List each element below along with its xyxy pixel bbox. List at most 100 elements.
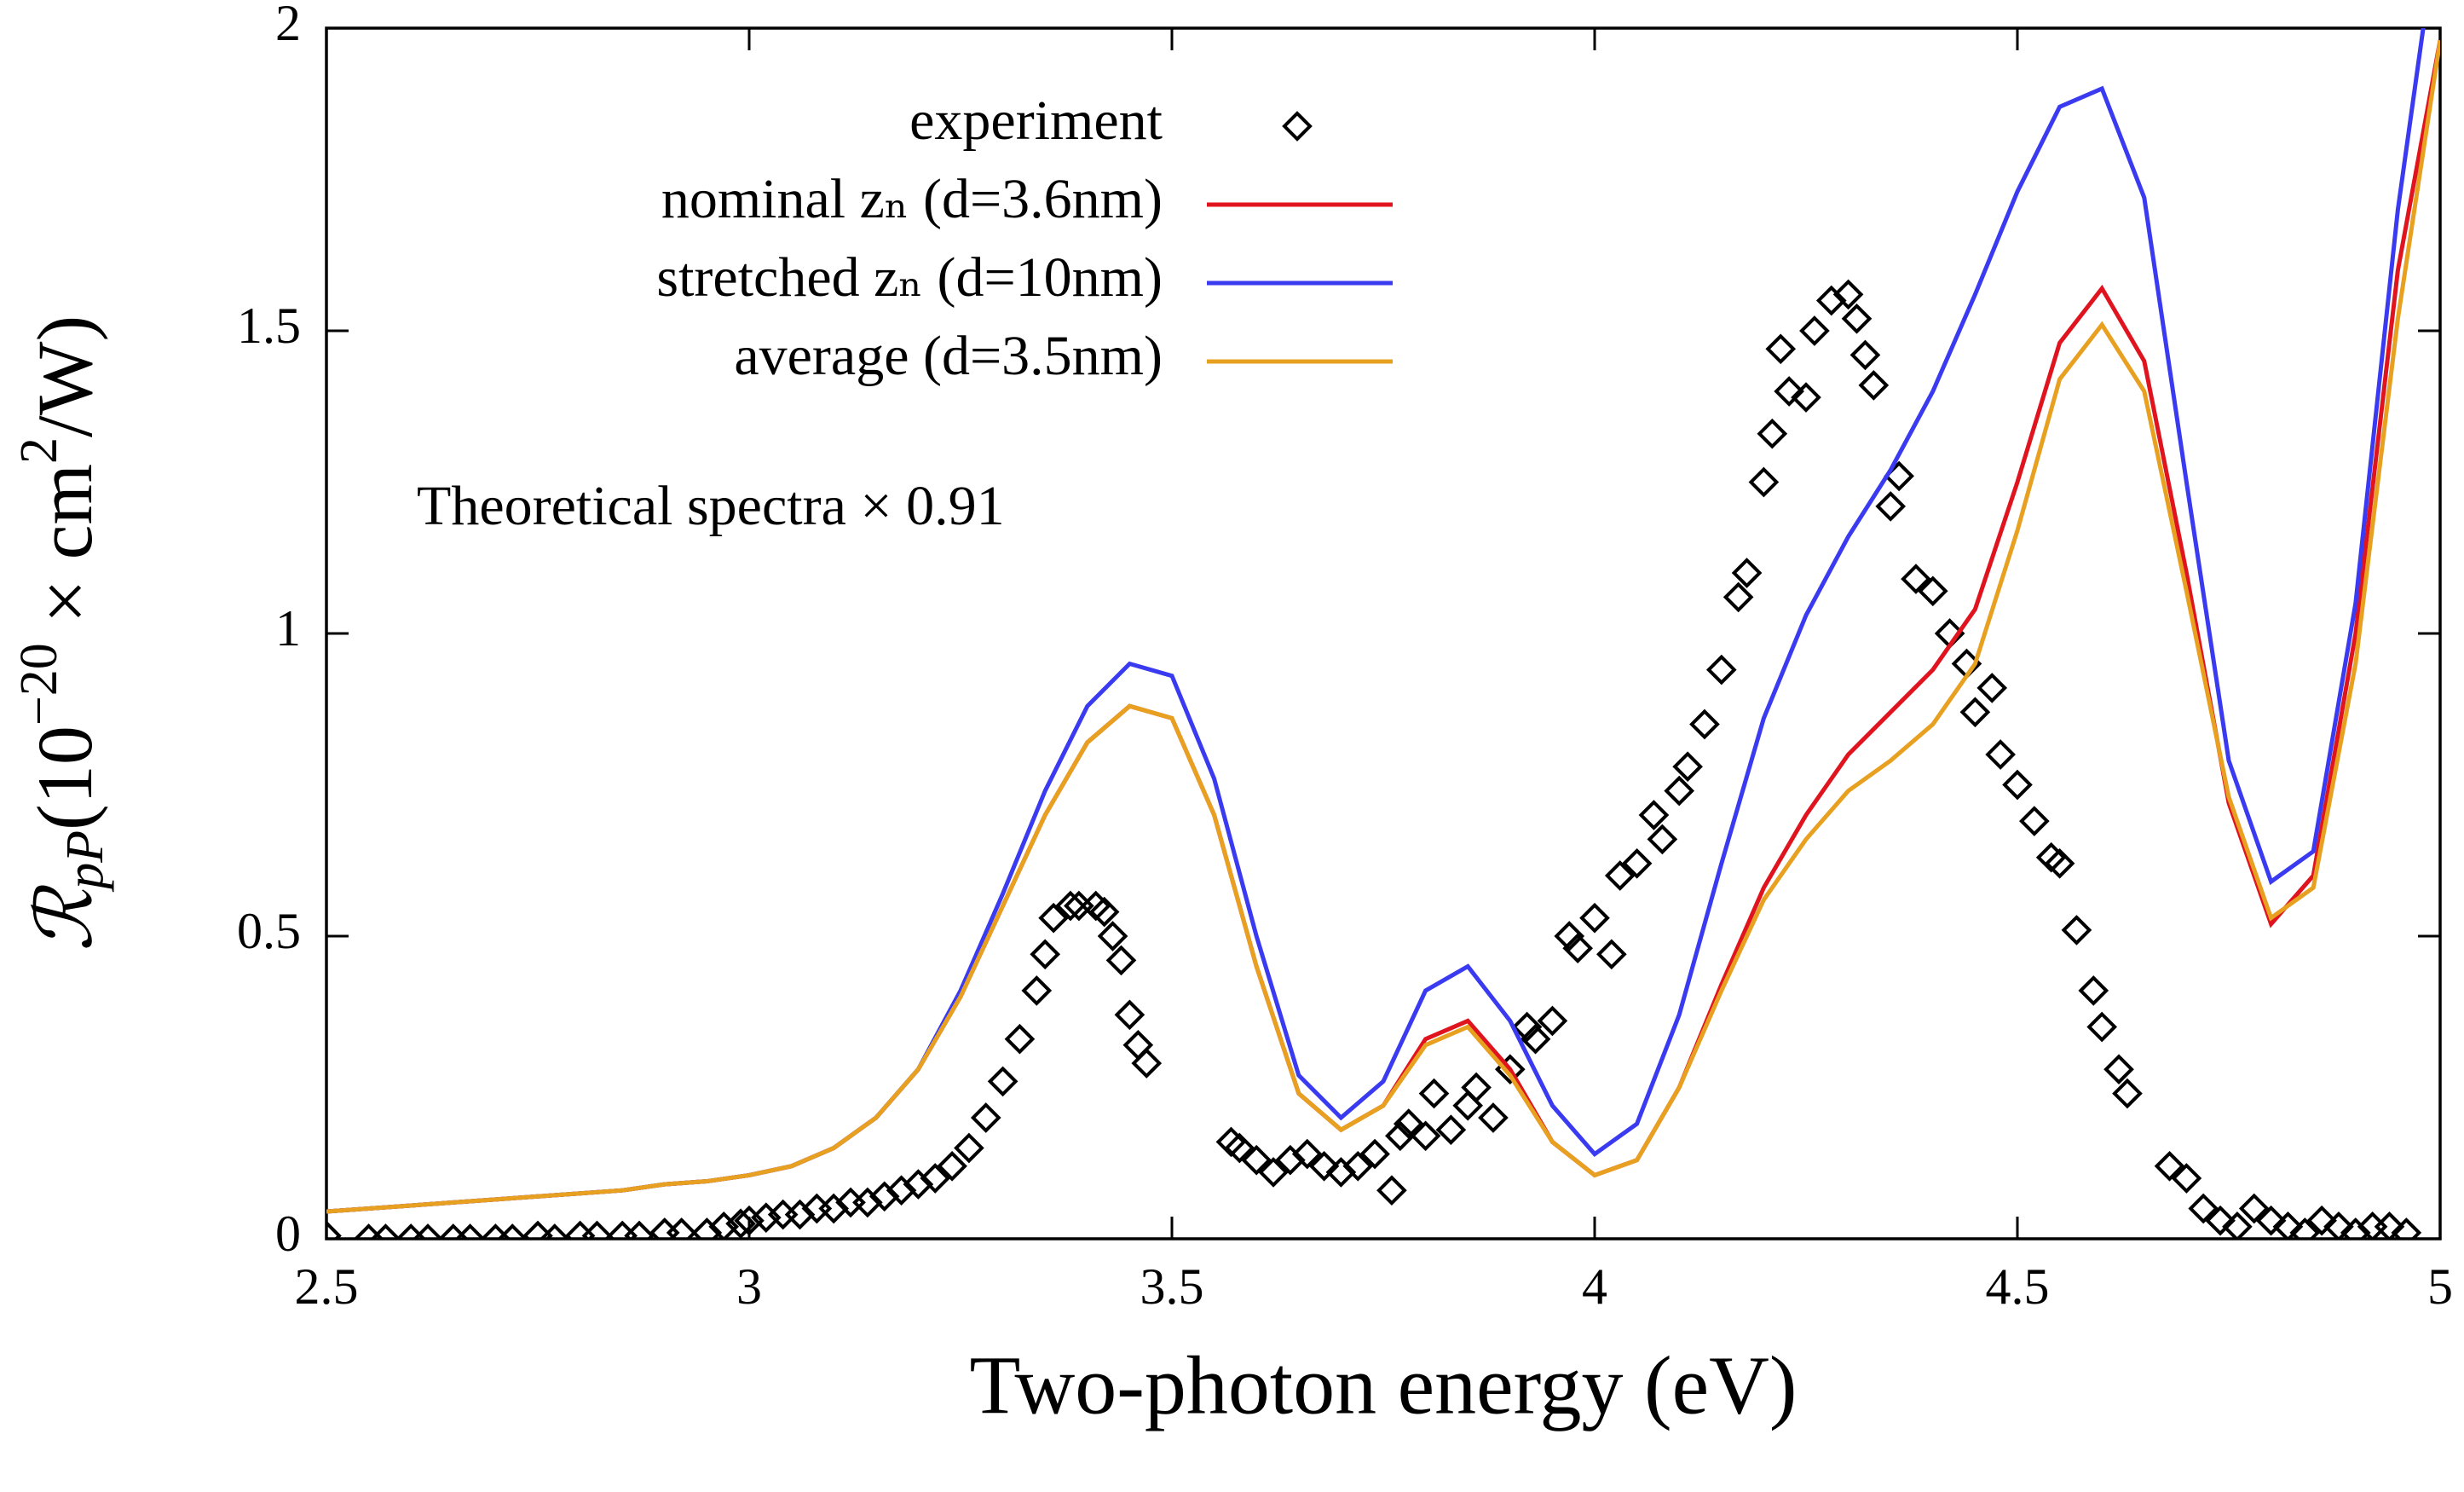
data-point	[1461, 1072, 1492, 1103]
data-point	[1122, 1029, 1154, 1061]
data-point	[1105, 945, 1137, 976]
y-tick-label: 0	[275, 1206, 301, 1262]
data-point	[937, 1150, 967, 1182]
data-point	[1452, 1090, 1484, 1121]
y-label-part: −20	[10, 643, 68, 726]
data-point	[868, 1181, 900, 1212]
data-point	[2391, 1217, 2422, 1239]
x-tick-label: 4	[1582, 1258, 1607, 1315]
y-tick-label: 2	[275, 0, 301, 51]
data-line	[326, 39, 2440, 1214]
y-tick-label: 1	[275, 600, 301, 656]
data-point	[1731, 558, 1763, 588]
data-point	[1815, 285, 1847, 316]
data-point	[2103, 1054, 2134, 1085]
plot-area	[326, 28, 2440, 1239]
x-tick-label: 3	[736, 1258, 762, 1315]
data-point	[1959, 697, 1991, 728]
data-point	[370, 1223, 401, 1239]
data-point	[751, 1202, 782, 1233]
data-point	[1435, 1114, 1467, 1146]
y-label-part: /W)	[21, 315, 108, 437]
y-label-part: ℛ	[21, 884, 108, 951]
data-point	[649, 1217, 680, 1239]
data-point	[2374, 1211, 2405, 1239]
data-point	[413, 1223, 443, 1239]
data-point	[1385, 1120, 1416, 1152]
data-point	[1647, 824, 1678, 855]
data-point	[1689, 708, 1720, 740]
data-point	[1901, 564, 1931, 594]
data-point	[1841, 303, 1873, 334]
data-point	[1917, 575, 1948, 607]
data-point	[2306, 1205, 2337, 1236]
data-point	[2061, 915, 2092, 946]
data-point	[903, 1169, 934, 1200]
data-point	[1224, 1132, 1255, 1164]
data-line	[326, 39, 2440, 1214]
data-point	[852, 1187, 883, 1218]
data-point	[1418, 1078, 1450, 1109]
data-point	[734, 1205, 765, 1236]
data-point	[564, 1220, 596, 1239]
data-point	[1064, 890, 1094, 922]
legend-label: experiment	[909, 90, 1163, 152]
data-point	[1088, 896, 1120, 928]
data-point	[2205, 1205, 2236, 1236]
data-line	[326, 28, 2426, 1214]
data-point	[2154, 1150, 2185, 1182]
data-point	[1291, 1138, 1323, 1170]
data-point	[1004, 1023, 1036, 1055]
plot-frame	[325, 26, 2442, 1240]
x-tick-label: 4.5	[1986, 1258, 2050, 1315]
data-point	[454, 1223, 486, 1239]
data-point	[2044, 847, 2075, 879]
data-point	[1376, 1175, 1407, 1206]
data-point	[624, 1220, 655, 1239]
data-point	[2289, 1217, 2321, 1239]
data-point	[708, 1211, 740, 1239]
data-point	[1562, 933, 1593, 964]
data-point	[540, 1223, 570, 1239]
data-point	[1985, 739, 2016, 770]
data-point	[2238, 1193, 2270, 1224]
data-point	[784, 1199, 816, 1230]
data-point	[2188, 1193, 2219, 1224]
data-point	[2272, 1211, 2304, 1239]
data-point	[1621, 847, 1653, 879]
data-point	[1097, 921, 1128, 951]
data-point	[1604, 860, 1636, 891]
data-point	[1554, 921, 1585, 951]
y-label-part: 2	[10, 437, 68, 464]
data-point	[2078, 975, 2109, 1006]
data-point	[920, 1163, 951, 1194]
data-point	[1241, 1144, 1272, 1176]
y-axis-label: ℛpP(10−20 × cm2/W)	[10, 315, 114, 951]
data-point	[1722, 581, 1754, 613]
y-tick-label: 0.5	[237, 903, 301, 959]
y-label-part: (10	[21, 726, 108, 830]
data-point	[1131, 1048, 1163, 1079]
data-point	[987, 1066, 1018, 1097]
data-point	[2323, 1211, 2354, 1239]
data-point	[2086, 1011, 2118, 1043]
y-label-part: pP	[56, 830, 114, 893]
data-point	[1258, 1157, 1289, 1188]
data-point	[1359, 1138, 1390, 1170]
data-point	[1832, 279, 1864, 310]
legend-label: average (d=3.5nm)	[734, 325, 1163, 387]
data-point	[818, 1193, 850, 1224]
data-point	[2002, 769, 2033, 801]
data-point	[1478, 1102, 1509, 1133]
data-point	[1791, 382, 1821, 413]
data-point	[1410, 1120, 1441, 1152]
data-point	[522, 1220, 553, 1239]
data-point	[1858, 370, 1890, 401]
data-point	[1579, 902, 1610, 934]
data-point	[1638, 800, 1670, 830]
data-point	[2112, 1078, 2143, 1109]
legend-label: nominal zₙ (d=3.6nm)	[661, 168, 1163, 230]
data-point	[1030, 939, 1061, 970]
data-point	[970, 1102, 1001, 1133]
